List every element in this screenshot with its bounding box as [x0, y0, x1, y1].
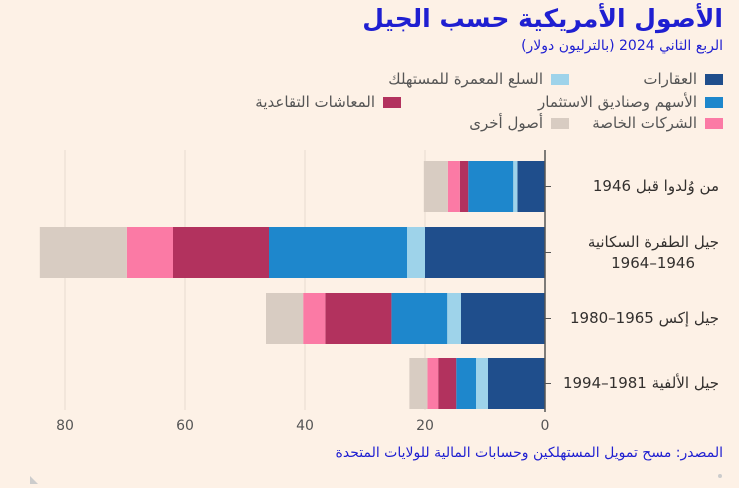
x-tick-label-0: 0 [541, 418, 550, 434]
legend-swatch [551, 117, 569, 129]
x-tick-label-20: 20 [416, 418, 434, 434]
category-label-2: جيل إكس 1965–1980 [549, 308, 719, 329]
corner-decoration [30, 476, 38, 484]
x-tick-label-60: 60 [176, 418, 194, 434]
legend-label: الأسهم وصناديق الاستثمار [538, 93, 697, 111]
bar-segment-3-5 [409, 358, 428, 409]
bar-segment-1-5 [39, 227, 127, 278]
bar-segment-0-3 [459, 161, 469, 212]
legend-label: الشركات الخاصة [592, 114, 697, 132]
category-label-line: جيل الطفرة السكانية [587, 232, 719, 251]
bar-segment-2-5 [266, 293, 304, 344]
legend-item-0: العقارات [643, 70, 723, 88]
chart-title: الأصول الأمريكية حسب الجيل [362, 4, 723, 33]
legend-item-3: المعاشات التقاعدية [255, 93, 401, 111]
source-note: المصدر: مسح تمويل المستهلكين وحسابات الم… [335, 445, 723, 461]
category-label-line: جيل إكس 1965–1980 [569, 309, 719, 327]
chart-subtitle: الربع الثاني 2024 (بالترليون دولار) [521, 38, 723, 54]
x-tick-label-80: 80 [56, 418, 74, 434]
bar-segment-2-4 [303, 293, 326, 344]
category-label-3: جيل الألفية 1981–1994 [549, 373, 719, 394]
legend-label: أصول أخرى [469, 114, 543, 132]
bar-segment-2-0 [461, 293, 545, 344]
bar-segment-3-0 [488, 358, 545, 409]
bar-segment-3-3 [438, 358, 457, 409]
legend-label: العقارات [643, 70, 697, 88]
legend-swatch [705, 117, 723, 129]
bar-segment-1-4 [126, 227, 173, 278]
bar-segment-0-4 [447, 161, 460, 212]
bar-segment-3-1 [476, 358, 488, 409]
legend-item-2: الأسهم وصناديق الاستثمار [538, 93, 723, 111]
bar-segment-0-2 [468, 161, 514, 212]
legend-item-4: الشركات الخاصة [592, 114, 723, 132]
category-label-line: جيل الألفية 1981–1994 [562, 374, 719, 392]
legend-item-1: السلع المعمرة للمستهلك [388, 70, 569, 88]
bar-segment-2-1 [447, 293, 461, 344]
bar-segment-1-0 [425, 227, 545, 278]
bar-segment-1-1 [407, 227, 425, 278]
bar-segment-0-1 [513, 161, 518, 212]
category-label-line: من وُلدوا قبل 1946 [592, 177, 719, 195]
bar-segment-0-0 [517, 161, 545, 212]
dot-decoration [718, 474, 722, 478]
legend-swatch [551, 73, 569, 85]
bar-segment-1-2 [269, 227, 407, 278]
bar-segment-3-2 [456, 358, 476, 409]
legend-item-5: أصول أخرى [469, 114, 569, 132]
bar-segment-1-3 [173, 227, 269, 278]
category-label-1: جيل الطفرة السكانية 1946–1964 [549, 232, 719, 274]
legend-label: السلع المعمرة للمستهلك [388, 70, 543, 88]
bar-segment-2-3 [325, 293, 392, 344]
category-label-line: 1946–1964 [611, 253, 695, 272]
bar-segment-3-4 [427, 358, 439, 409]
bar-segment-2-2 [391, 293, 448, 344]
legend-label: المعاشات التقاعدية [255, 93, 375, 111]
bar-segment-0-5 [423, 161, 448, 212]
category-label-0: من وُلدوا قبل 1946 [549, 176, 719, 197]
legend-swatch [383, 96, 401, 108]
legend-swatch [705, 73, 723, 85]
legend-swatch [705, 96, 723, 108]
x-tick-label-40: 40 [296, 418, 314, 434]
